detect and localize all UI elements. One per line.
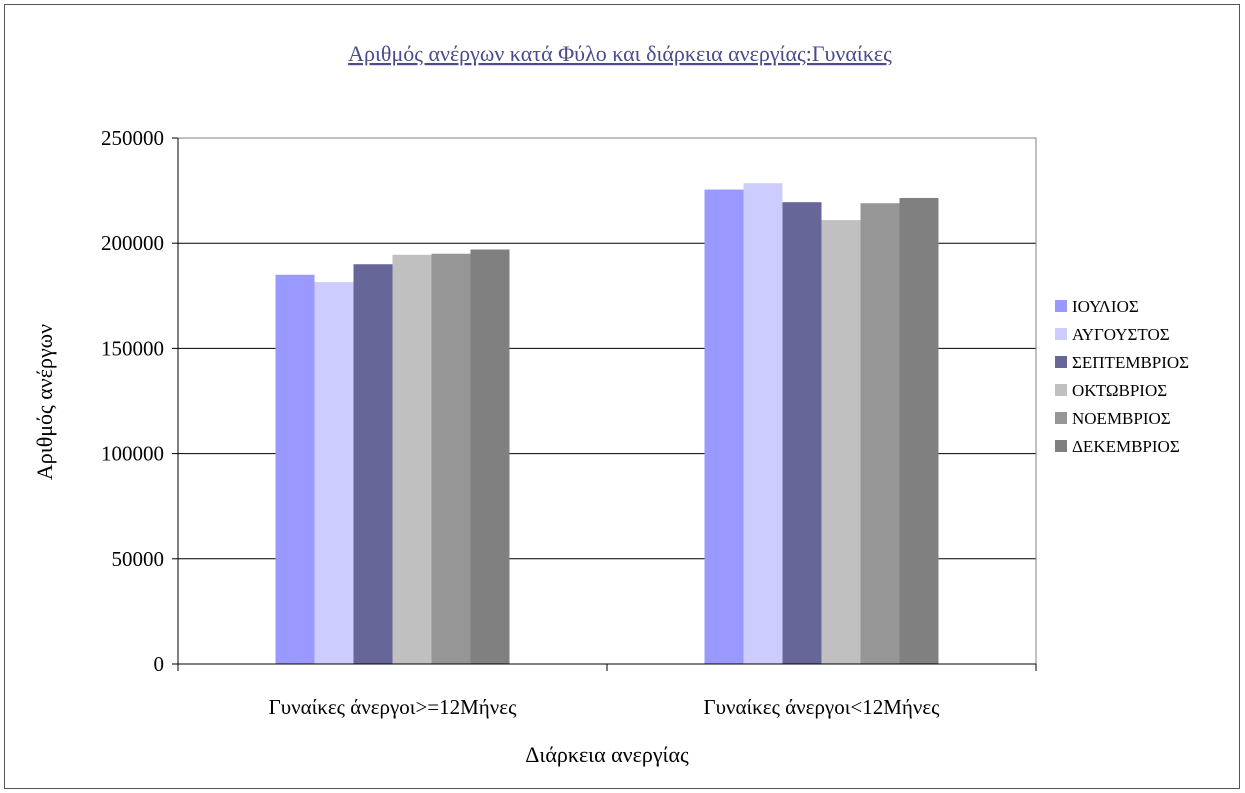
y-axis-title: Αριθμός ανέργων [32, 324, 57, 480]
legend-swatch [1055, 328, 1067, 340]
legend-label: ΝΟΕΜΒΡΙΟΣ [1072, 409, 1171, 428]
legend-label: ΔΕΚΕΜΒΡΙΟΣ [1072, 437, 1180, 456]
bar [314, 282, 354, 664]
x-tick-label: Γυναίκες άνεργοι<12Μήνες [703, 695, 940, 719]
y-tick-label: 50000 [112, 547, 165, 571]
bar [392, 254, 432, 664]
legend-swatch [1055, 300, 1067, 312]
y-tick-label: 250000 [101, 126, 164, 150]
y-tick-label: 100000 [101, 442, 164, 466]
y-tick-label: 0 [154, 652, 165, 676]
bar [431, 253, 471, 664]
bar [353, 264, 393, 664]
bar [275, 274, 315, 664]
bar [782, 202, 822, 664]
legend-label: ΙΟΥΛΙΟΣ [1072, 297, 1139, 316]
legend-swatch [1055, 356, 1067, 368]
legend-swatch [1055, 384, 1067, 396]
bar [704, 189, 744, 664]
legend: ΙΟΥΛΙΟΣ ΑΥΓΟΥΣΤΟΣ ΣΕΠΤΕΜΒΡΙΟΣ ΟΚΤΩΒΡΙΟΣ ΝΟΕΜ… [1055, 297, 1189, 456]
y-tick-label: 150000 [101, 336, 164, 360]
legend-label: ΟΚΤΩΒΡΙΟΣ [1072, 381, 1167, 400]
bar [860, 203, 900, 664]
legend-label: ΑΥΓΟΥΣΤΟΣ [1072, 325, 1170, 344]
chart-frame [4, 4, 1240, 789]
y-tick-label: 200000 [101, 231, 164, 255]
bar [899, 197, 939, 665]
x-tick-label: Γυναίκες άνεργοι>=12Μήνες [269, 695, 518, 719]
x-axis-title: Διάρκεια ανεργίας [525, 742, 689, 767]
bar [470, 249, 510, 664]
bars [275, 183, 939, 665]
legend-swatch [1055, 412, 1067, 424]
bar [743, 183, 783, 664]
x-axis-ticks: Γυναίκες άνεργοι>=12Μήνες Γυναίκες άνεργο… [177, 664, 1037, 719]
legend-swatch [1055, 440, 1067, 452]
y-axis-ticks: 0 50000 100000 150000 200000 250000 [101, 126, 178, 676]
chart-title: Αριθμός ανέργων κατά Φύλο και διάρκεια α… [348, 41, 892, 66]
bar [821, 220, 861, 664]
legend-label: ΣΕΠΤΕΜΒΡΙΟΣ [1072, 353, 1189, 372]
